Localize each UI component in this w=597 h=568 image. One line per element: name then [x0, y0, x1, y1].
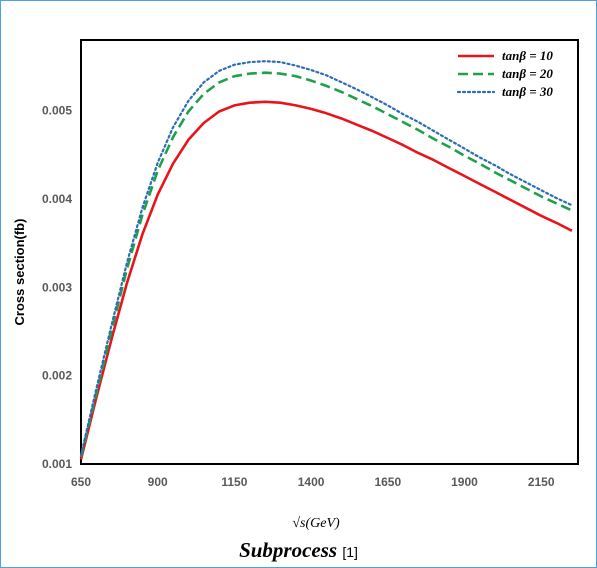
y-tick-label: 0.004	[42, 192, 72, 206]
legend: tanβ = 10 tanβ = 20 tanβ = 30	[456, 48, 553, 99]
x-tick-label: 1400	[298, 475, 325, 489]
x-tick-label: 1150	[221, 475, 247, 489]
y-tick-label: 0.002	[42, 369, 72, 383]
x-tick-labels: 650 900 1150 1400 1650 1900 2150	[71, 475, 555, 489]
series-line-2	[79, 71, 573, 458]
x-tick-label: 1900	[451, 475, 478, 489]
y-tick-labels: 0.001 0.002 0.003 0.004 0.005	[42, 104, 72, 471]
series-line-3	[79, 60, 574, 457]
legend-label-3: tanβ = 30	[502, 84, 553, 99]
x-tick-label: 650	[71, 475, 91, 489]
y-tick-label: 0.005	[42, 104, 72, 118]
cross-section-chart: 0.001 0.002 0.003 0.004 0.005 650 900 1150 1400…	[12, 39, 579, 531]
x-tick-label: 2150	[528, 475, 555, 489]
series-line-1	[79, 100, 573, 460]
x-axis-label: √s(GeV)	[292, 516, 340, 531]
y-tick-label: 0.001	[42, 457, 72, 471]
x-tick-label: 900	[148, 475, 168, 489]
y-tick-label: 0.003	[42, 280, 72, 294]
caption-text: Subprocess	[239, 538, 338, 562]
caption-reference: [1]	[342, 544, 358, 560]
y-axis-label: Cross section(fb)	[12, 219, 27, 326]
plot-area-border	[80, 39, 579, 465]
series-layer	[79, 60, 574, 460]
figure-caption: Subprocess [1]	[0, 538, 597, 563]
x-tick-label: 1650	[374, 475, 401, 489]
legend-label-2: tanβ = 20	[502, 66, 553, 81]
legend-label-1: tanβ = 10	[502, 48, 553, 63]
